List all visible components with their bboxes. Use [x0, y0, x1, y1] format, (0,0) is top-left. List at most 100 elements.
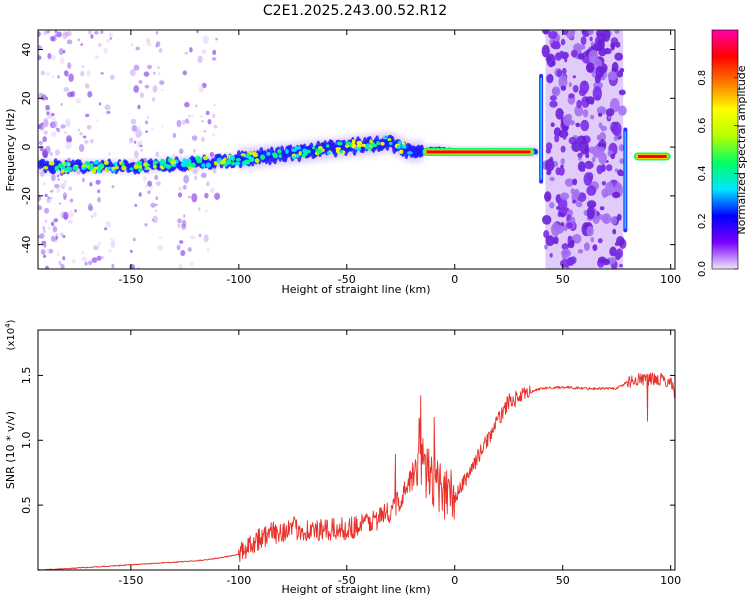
noise-blob	[157, 66, 160, 69]
noise-blob	[597, 238, 603, 244]
ridge-speckle	[146, 166, 150, 170]
noise-blob	[134, 140, 137, 144]
ridge-speckle	[110, 168, 116, 173]
noise-blob	[43, 117, 49, 127]
noise-blob	[42, 136, 47, 143]
noise-blob	[155, 31, 159, 35]
noise-blob	[63, 70, 68, 75]
snr-line	[38, 372, 675, 570]
noise-blob	[87, 30, 92, 35]
noise-blob	[573, 188, 580, 198]
ridge-speckle	[285, 149, 289, 154]
ridge-speckle	[372, 144, 377, 148]
noise-blob	[152, 85, 158, 93]
noise-blob	[60, 124, 66, 129]
noise-blob	[560, 85, 567, 91]
noise-blob	[45, 104, 50, 111]
noise-blob	[215, 37, 218, 41]
noise-blob	[97, 189, 101, 194]
ridge-speckle	[318, 145, 323, 150]
noise-blob	[549, 100, 558, 108]
noise-blob	[212, 133, 216, 137]
ridge-speckle	[66, 166, 70, 172]
x-tick-label: -150	[118, 273, 143, 286]
x-tick-label: -150	[118, 574, 143, 587]
colorbar-ticks: 0.0 0.2 0.4 0.6 0.8	[697, 70, 738, 277]
spectrogram-x-ticks: -150 -100 -50 0 50 100	[118, 30, 681, 286]
noise-blob	[598, 146, 605, 154]
noise-blob	[43, 254, 47, 258]
noise-blob	[597, 112, 603, 117]
snr-y-multiplier: (x104)	[4, 319, 17, 350]
noise-blob	[568, 82, 572, 88]
noise-blob	[555, 108, 564, 120]
noise-blob	[86, 70, 91, 77]
noise-blob	[47, 196, 51, 199]
noise-blob	[84, 140, 89, 144]
noise-blob	[198, 207, 201, 212]
noise-blob	[100, 30, 104, 35]
ridge-speckle	[152, 164, 157, 169]
noise-blob	[566, 222, 574, 229]
noise-blob	[580, 36, 587, 46]
ridge-speckle	[367, 146, 373, 151]
snr-panel: -150 -100 -50 0 50 100 0.5 1.0 1.5 Height of st…	[4, 319, 681, 596]
noise-blob	[596, 106, 607, 115]
ridge-speckle	[260, 154, 266, 160]
noise-blob	[177, 192, 183, 198]
ridge-speckle	[90, 162, 94, 169]
noise-blob	[591, 156, 596, 163]
noise-blob	[74, 209, 77, 213]
noise-blob	[134, 203, 138, 207]
noise-blob	[598, 214, 604, 220]
ridge-speckle	[136, 160, 143, 166]
ridge-speckle	[277, 149, 282, 154]
noise-blob	[610, 216, 618, 225]
noise-blob	[574, 105, 584, 117]
noise-blob	[191, 193, 198, 203]
noise-blob	[103, 47, 108, 54]
noise-blob	[51, 113, 55, 117]
noise-blob	[93, 211, 97, 218]
ridge-speckle	[354, 146, 360, 150]
y-tick-label: 40	[20, 43, 33, 57]
ridge-speckle	[191, 162, 196, 168]
ridge-speckle	[106, 166, 112, 170]
noise-blob	[50, 35, 55, 42]
ridge-speckle	[339, 150, 344, 154]
noise-blob	[576, 99, 582, 109]
noise-blob	[191, 135, 198, 141]
noise-blob	[77, 128, 81, 132]
noise-blob	[157, 72, 161, 76]
noise-blob	[212, 113, 216, 119]
noise-blob	[81, 251, 85, 255]
ridge-speckle	[369, 139, 373, 144]
noise-blob	[556, 206, 560, 210]
noise-blob	[58, 260, 62, 266]
noise-blob	[50, 131, 57, 137]
noise-blob	[129, 249, 133, 253]
noise-blob	[58, 48, 64, 56]
noise-blob	[146, 116, 149, 119]
ridge-speckle	[170, 159, 177, 165]
noise-blob	[67, 137, 73, 143]
noise-blob	[614, 52, 623, 61]
ridge-speckle	[84, 161, 91, 166]
noise-blob	[577, 152, 583, 158]
noise-blob	[44, 193, 48, 198]
noise-blob	[63, 179, 68, 186]
noise-blob	[158, 48, 163, 53]
noise-blob	[555, 225, 564, 234]
ridge-speckle	[243, 159, 250, 165]
noise-blob	[191, 114, 194, 117]
noise-blob	[205, 110, 210, 116]
noise-blob	[55, 149, 60, 156]
noise-blob	[575, 201, 583, 208]
noise-blob	[584, 161, 594, 170]
noise-blob	[144, 120, 149, 125]
ridge-speckle	[326, 151, 331, 156]
noise-blob	[40, 249, 46, 255]
noise-blob	[154, 174, 159, 181]
noise-blob	[45, 72, 51, 76]
ridge-speckle	[93, 160, 99, 165]
